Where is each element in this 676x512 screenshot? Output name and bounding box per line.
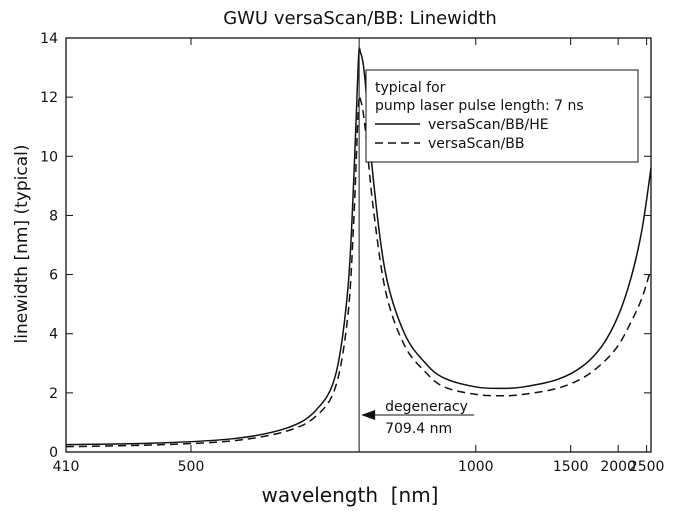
y-tick-label: 8 bbox=[49, 208, 58, 224]
legend-entry-bbhe: versaScan/BB/HE bbox=[428, 117, 549, 133]
x-tick-label: 2500 bbox=[629, 459, 665, 475]
legend-heading-line-1: typical for bbox=[375, 80, 446, 96]
series-line-bb bbox=[65, 95, 652, 448]
y-tick-label: 0 bbox=[49, 445, 58, 461]
degeneracy-arrow-icon bbox=[361, 410, 376, 420]
y-tick-label: 2 bbox=[49, 386, 58, 402]
legend-heading-line-2: pump laser pulse length: 7 ns bbox=[375, 98, 584, 114]
x-axis-label: wavelength [nm] bbox=[262, 483, 439, 507]
x-tick-label: 1500 bbox=[553, 459, 589, 475]
y-tick-label: 14 bbox=[40, 31, 58, 47]
x-tick-label: 500 bbox=[178, 459, 205, 475]
series-line-bbhe bbox=[65, 47, 652, 446]
y-tick-label: 10 bbox=[40, 149, 58, 165]
degeneracy-annotation: degeneracy 709.4 nm bbox=[358, 38, 475, 452]
y-axis-label: linewidth [nm] (typical) bbox=[12, 145, 32, 344]
y-tick-label: 4 bbox=[49, 327, 58, 343]
degeneracy-value: 709.4 nm bbox=[385, 421, 452, 437]
chart-title: GWU versaScan/BB: Linewidth bbox=[223, 8, 497, 29]
y-tick-label: 6 bbox=[49, 268, 58, 284]
x-tick-label: 410 bbox=[53, 459, 80, 475]
legend: typical for pump laser pulse length: 7 n… bbox=[365, 69, 639, 163]
plot-frame bbox=[65, 37, 652, 453]
series-layer bbox=[65, 47, 652, 448]
y-tick-label: 12 bbox=[40, 90, 58, 106]
x-tick-label: 2000 bbox=[600, 459, 636, 475]
legend-entry-bb: versaScan/BB bbox=[428, 136, 525, 152]
degeneracy-label: degeneracy bbox=[385, 399, 468, 415]
legend-box bbox=[365, 69, 639, 163]
x-tick-label: 1000 bbox=[458, 459, 494, 475]
